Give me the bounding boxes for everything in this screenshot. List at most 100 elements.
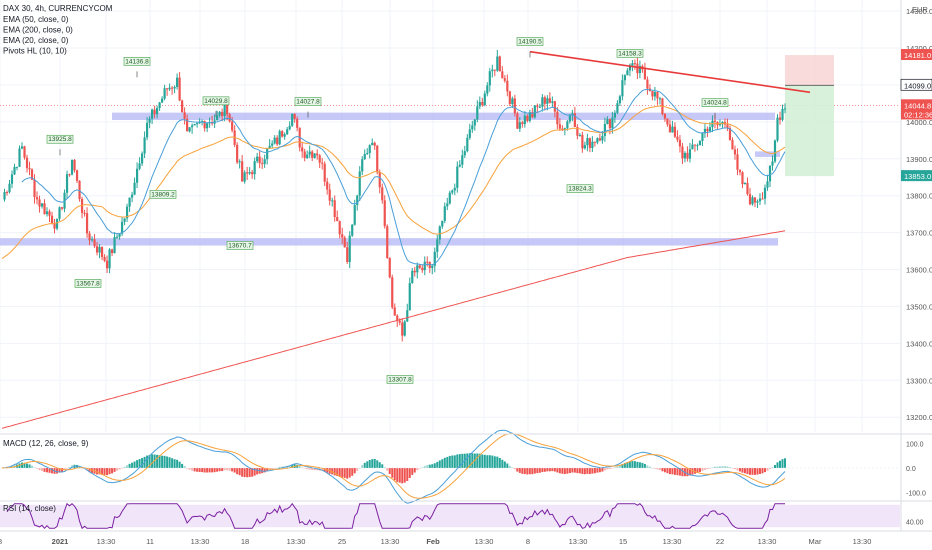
candle-body-94 xyxy=(236,144,239,163)
candle-body-255 xyxy=(638,66,642,74)
candle-body-293 xyxy=(733,149,737,155)
macd-hist-203 xyxy=(508,465,511,468)
macd-hist-90 xyxy=(226,468,229,471)
candle-body-129 xyxy=(323,163,326,182)
macd-hist-156 xyxy=(391,468,394,478)
ema50-line xyxy=(1,105,786,260)
macd-hist-81 xyxy=(203,468,206,473)
macd-hist-11 xyxy=(28,464,31,468)
macd-hist-262 xyxy=(656,468,659,470)
candle-body-122 xyxy=(306,154,309,159)
macd-hist-148 xyxy=(371,459,374,468)
macd-hist-187 xyxy=(468,453,471,468)
macd-hist-193 xyxy=(483,454,486,468)
macd-hist-224 xyxy=(561,468,564,474)
candle-body-140 xyxy=(351,224,354,236)
candle-body-257 xyxy=(643,69,647,80)
position-target-zone xyxy=(785,85,834,177)
x-tick-label-4: 13:30 xyxy=(191,537,210,546)
x-tick-label-16: 13:30 xyxy=(758,537,777,546)
macd-hist-26 xyxy=(66,468,69,469)
candle-body-268 xyxy=(671,126,674,133)
macd-hist-210 xyxy=(526,468,529,475)
macd-hist-270 xyxy=(676,468,679,476)
macd-y-tick-2: -100.0 xyxy=(906,491,926,498)
macd-hist-308 xyxy=(771,467,774,468)
candle-body-52 xyxy=(130,194,134,198)
macd-hist-312 xyxy=(781,459,784,468)
macd-hist-80 xyxy=(201,468,204,473)
candle-body-162 xyxy=(406,310,409,322)
macd-hist-139 xyxy=(348,468,351,478)
candle-body-307 xyxy=(768,165,772,182)
macd-hist-134 xyxy=(336,468,339,477)
rsi-title: RSI (14, close) xyxy=(3,504,56,513)
candle-body-152 xyxy=(381,187,384,201)
pivot-box-10 xyxy=(386,375,414,384)
candle-body-49 xyxy=(123,218,126,222)
candle-body-61 xyxy=(153,109,156,115)
candle-body-250 xyxy=(626,70,629,76)
candle-body-144 xyxy=(361,159,364,172)
macd-hist-298 xyxy=(746,468,749,474)
candle-body-235 xyxy=(588,138,591,148)
candle-body-165 xyxy=(413,270,416,273)
macd-hist-146 xyxy=(366,461,369,468)
candle-body-249 xyxy=(623,75,626,81)
macd-hist-63 xyxy=(158,455,161,468)
candle-body-245 xyxy=(613,112,616,118)
candle-body-73 xyxy=(183,112,186,119)
macd-hist-199 xyxy=(498,458,501,468)
candle-body-159 xyxy=(398,320,401,323)
candle-body-223 xyxy=(558,124,561,129)
candle-body-21 xyxy=(53,223,56,229)
candle-body-173 xyxy=(433,251,436,266)
pivot-box-3 xyxy=(294,97,322,106)
candle-body-75 xyxy=(188,127,191,132)
macd-hist-250 xyxy=(626,462,629,468)
candle-body-279 xyxy=(698,140,702,146)
candle-body-154 xyxy=(386,226,389,259)
candle-body-138 xyxy=(346,247,349,263)
macd-hist-245 xyxy=(613,467,616,469)
x-tick-label-15: 22 xyxy=(716,537,724,546)
macd-hist-198 xyxy=(496,456,499,468)
candle-body-306 xyxy=(766,181,769,188)
price-label-box-1 xyxy=(900,78,932,91)
macd-hist-22 xyxy=(56,468,59,474)
macd-hist-59 xyxy=(148,454,151,468)
macd-hist-183 xyxy=(458,454,461,468)
candle-body-24 xyxy=(60,207,64,209)
candle-body-292 xyxy=(731,140,734,150)
support-resistance-zone-2 xyxy=(755,151,780,157)
candle-body-233 xyxy=(583,145,586,149)
candle-body-91 xyxy=(228,114,231,122)
candle-body-36 xyxy=(90,239,94,241)
y-tick-label-2: 13400.0 xyxy=(906,339,932,348)
candle-body-156 xyxy=(391,277,394,308)
candle-body-169 xyxy=(423,261,426,271)
macd-hist-299 xyxy=(748,468,751,475)
candle-body-192 xyxy=(481,101,484,106)
macd-hist-179 xyxy=(448,455,451,468)
candle-body-133 xyxy=(333,200,336,218)
candle-body-125 xyxy=(313,153,316,158)
macd-hist-217 xyxy=(543,468,546,472)
candle-body-281 xyxy=(703,128,707,134)
candle-body-68 xyxy=(171,87,174,89)
candle-body-148 xyxy=(371,142,374,146)
candle-body-110 xyxy=(276,137,279,145)
candle-body-217 xyxy=(543,97,546,104)
x-tick-label-1: 2021 xyxy=(52,537,69,546)
candle-body-214 xyxy=(536,105,539,107)
candle-body-208 xyxy=(521,122,524,125)
macd-hist-40 xyxy=(101,468,104,475)
candle-body-297 xyxy=(743,182,747,185)
macd-hist-145 xyxy=(363,462,366,468)
candle-body-261 xyxy=(653,92,657,97)
candle-body-273 xyxy=(683,152,687,159)
macd-layer xyxy=(0,429,900,504)
macd-hist-197 xyxy=(493,456,496,468)
